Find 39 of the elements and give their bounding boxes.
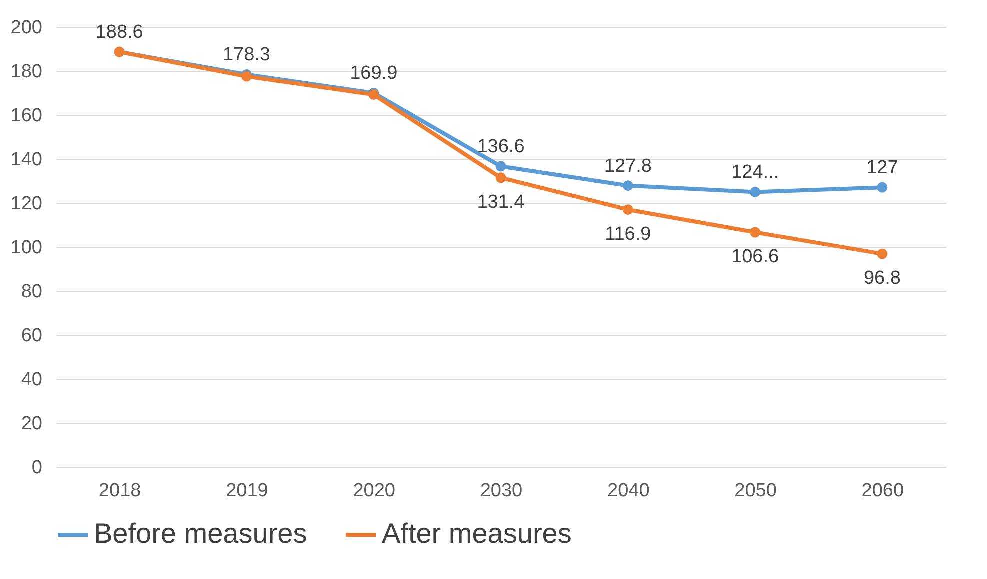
x-tick-label: 2060 (862, 480, 904, 502)
point (877, 182, 888, 193)
data-label: 178.3 (222, 44, 270, 66)
point (622, 204, 634, 216)
legend-label: After measures (382, 518, 572, 549)
x-tick-label: 2020 (353, 480, 396, 502)
y-tick-label: 140 (10, 150, 42, 170)
point (496, 161, 506, 172)
data-label: 136.6 (477, 136, 525, 158)
data-label: 106.6 (732, 246, 780, 268)
data-label: 124... (732, 162, 780, 184)
point (750, 186, 761, 198)
y-tick-label: 200 (10, 18, 42, 38)
x-tick-label: 2018 (98, 480, 142, 502)
y-tick-label: 180 (10, 62, 42, 82)
y-tick-label: 120 (10, 194, 42, 214)
point (496, 172, 506, 184)
y-tick-label: 160 (10, 106, 42, 126)
legend-label: Before measures (94, 518, 308, 549)
x-tick-label: 2050 (734, 480, 777, 502)
y-tick-label: 40 (21, 370, 42, 390)
y-tick-label: 80 (21, 282, 42, 302)
data-label: 127 (866, 158, 898, 179)
data-label: 116.9 (605, 224, 652, 245)
data-label: 96.8 (864, 268, 901, 290)
point (622, 180, 634, 192)
data-label: 127.8 (604, 156, 652, 177)
y-tick-label: 100 (10, 238, 42, 258)
y-tick-label: 20 (21, 414, 42, 434)
point (877, 248, 888, 260)
x-tick-label: 2019 (226, 480, 268, 502)
data-label: 131.4 (477, 192, 526, 213)
y-tick-label: 0 (32, 458, 42, 478)
data-label: 188.6 (96, 22, 144, 44)
point (750, 227, 761, 238)
x-tick-label: 2040 (608, 480, 650, 502)
data-label: 169.9 (350, 63, 398, 84)
y-tick-label: 60 (21, 326, 42, 346)
x-tick-label: 2030 (480, 480, 523, 502)
